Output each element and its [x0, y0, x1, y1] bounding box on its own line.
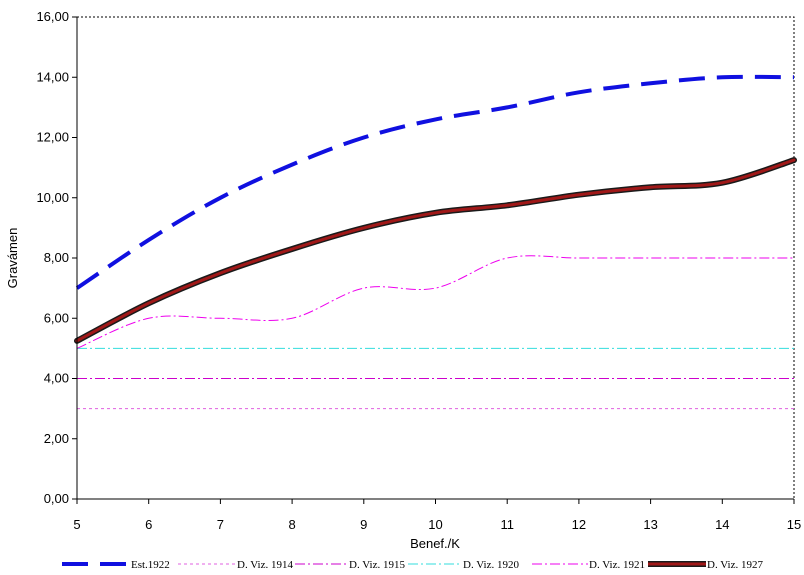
y-tick-label: 16,00 — [36, 9, 69, 24]
y-tick-label: 12,00 — [36, 130, 69, 145]
y-tick-label: 6,00 — [44, 310, 69, 325]
x-tick-label: 8 — [288, 517, 295, 532]
x-tick-label: 9 — [360, 517, 367, 532]
y-tick-label: 2,00 — [44, 431, 69, 446]
y-tick-label: 10,00 — [36, 190, 69, 205]
y-ticks: 0,00 2,00 4,00 6,00 8,00 10,00 12,00 14,00 16,00 — [36, 9, 77, 506]
legend-label-d-viz-1914: D. Viz. 1914 — [237, 559, 293, 570]
series-line-d-viz-1927 — [75, 158, 796, 343]
x-tick-label: 7 — [217, 517, 224, 532]
series-line-d-viz-1921 — [76, 255, 794, 349]
y-tick-label: 4,00 — [44, 371, 69, 386]
y-tick-label: 14,00 — [36, 69, 69, 84]
y-axis-title: Gravámen — [5, 228, 20, 289]
series-layer — [74, 74, 797, 410]
x-ticks: 5 6 7 8 9 10 11 12 13 14 15 — [73, 499, 801, 532]
series-line-est-1922 — [75, 74, 795, 290]
x-tick-label: 10 — [428, 517, 442, 532]
plot-area — [76, 16, 795, 500]
legend-label-d-viz-1915: D. Viz. 1915 — [349, 559, 405, 570]
x-tick-label: 12 — [572, 517, 586, 532]
legend-label-est-1922: Est.1922 — [131, 559, 170, 570]
x-tick-label: 5 — [73, 517, 80, 532]
legend-label-d-viz-1927: D. Viz. 1927 — [707, 559, 763, 570]
legend: Est.1922 D. Viz. 1914 D. Viz. 1915 D. Viz. … — [62, 559, 763, 571]
y-tick-label: 8,00 — [44, 250, 69, 265]
y-tick-label: 0,00 — [44, 491, 69, 506]
x-tick-label: 15 — [787, 517, 801, 532]
x-tick-label: 13 — [643, 517, 657, 532]
x-axis-title: Benef./K — [410, 536, 460, 551]
legend-label-d-viz-1921: D. Viz. 1921 — [589, 559, 645, 570]
legend-label-d-viz-1920: D. Viz. 1920 — [463, 559, 519, 570]
x-tick-label: 11 — [500, 517, 514, 532]
x-tick-label: 14 — [715, 517, 729, 532]
x-tick-label: 6 — [145, 517, 152, 532]
